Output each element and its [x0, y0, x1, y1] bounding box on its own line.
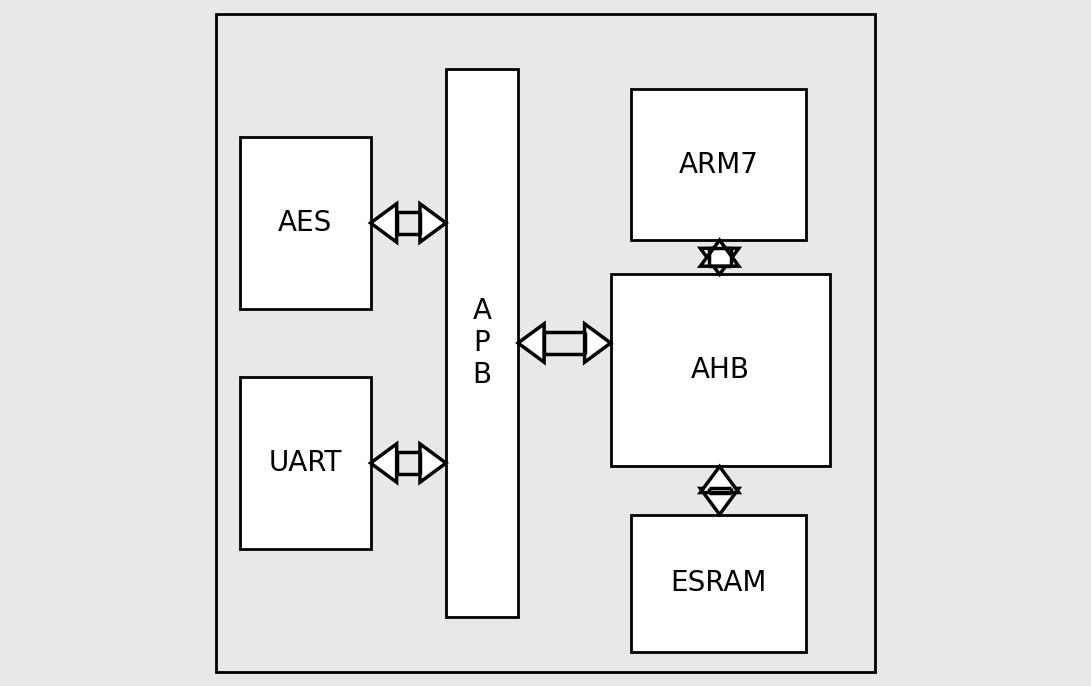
Polygon shape	[420, 204, 446, 242]
Bar	[611, 274, 830, 466]
Bar	[446, 69, 518, 617]
Text: ESRAM: ESRAM	[671, 569, 767, 597]
Bar	[632, 89, 806, 240]
Polygon shape	[700, 248, 739, 274]
Polygon shape	[518, 324, 544, 362]
Bar	[632, 514, 806, 652]
Polygon shape	[371, 204, 397, 242]
Text: A
P
B: A P B	[472, 296, 492, 390]
Text: AES: AES	[278, 209, 333, 237]
Bar	[240, 377, 371, 549]
Bar	[240, 137, 371, 309]
Polygon shape	[700, 466, 739, 493]
Text: AHB: AHB	[691, 357, 750, 384]
Polygon shape	[420, 444, 446, 482]
Polygon shape	[371, 444, 397, 482]
Text: UART: UART	[268, 449, 343, 477]
Polygon shape	[585, 324, 611, 362]
Text: ARM7: ARM7	[679, 151, 758, 178]
Polygon shape	[700, 240, 739, 266]
Polygon shape	[700, 488, 739, 514]
